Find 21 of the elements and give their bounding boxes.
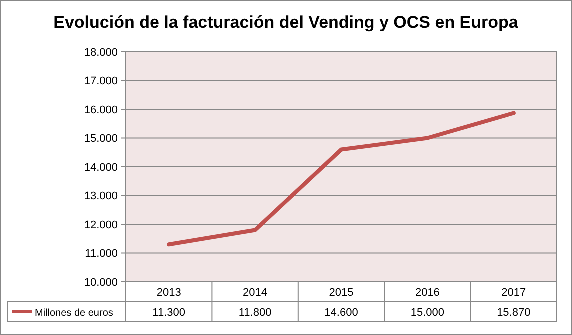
data-label: 15.870: [497, 307, 531, 319]
data-label: 11.300: [152, 307, 186, 319]
y-tick-label: 15.000: [84, 133, 118, 146]
y-tick-label: 18.000: [84, 46, 118, 59]
y-tick-label: 12.000: [84, 219, 118, 232]
chart-title: Evolución de la facturación del Vending y OCS en Europa: [54, 13, 519, 32]
y-tick-label: 11.000: [85, 248, 118, 260]
x-tick-label: 2017: [502, 287, 526, 299]
y-tick-label: 10.000: [84, 276, 118, 289]
data-label: 15.000: [410, 307, 445, 319]
data-label: 14.600: [324, 307, 358, 319]
data-label: 11.800: [238, 307, 272, 319]
y-tick-label: 13.000: [84, 190, 118, 203]
legend-label: Millones de euros: [35, 308, 114, 319]
x-tick-label: 2016: [415, 287, 440, 299]
x-tick-label: 2015: [329, 287, 354, 299]
y-tick-label: 14.000: [84, 162, 118, 174]
y-tick-label: 17.000: [84, 76, 118, 88]
x-tick-label: 2013: [156, 287, 182, 299]
x-tick-label: 2014: [243, 287, 268, 299]
y-tick-label: 16.000: [84, 104, 118, 116]
